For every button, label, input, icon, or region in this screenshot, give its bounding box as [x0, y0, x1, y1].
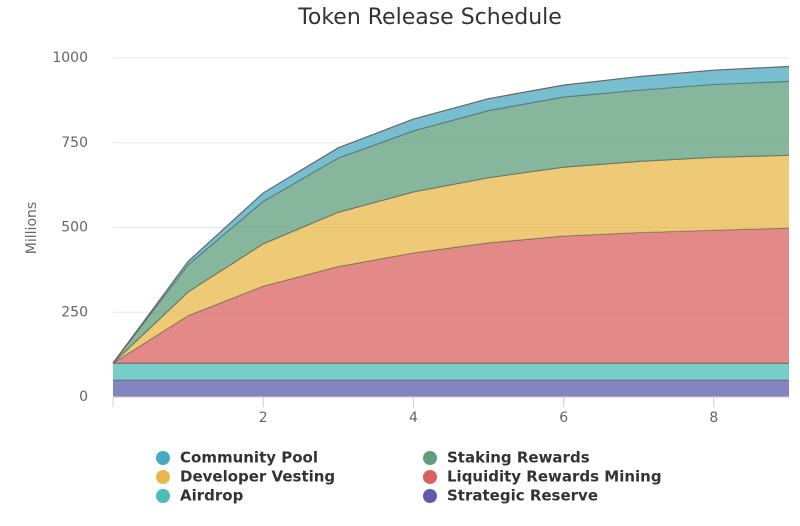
legend-label: Community Pool [180, 449, 318, 467]
legend-label: Developer Vesting [180, 468, 335, 486]
area-line [112, 65, 790, 364]
legend-marker [156, 489, 170, 503]
area [113, 81, 789, 364]
legend-label: Airdrop [180, 487, 244, 505]
legend-label: Strategic Reserve [447, 487, 598, 505]
y-tick-label: 750 [61, 135, 88, 151]
legend-label: Liquidity Rewards Mining [447, 468, 662, 486]
area [113, 380, 789, 397]
y-tick-label: 500 [61, 220, 88, 236]
legend-marker [156, 451, 170, 465]
x-tick-label: 8 [709, 410, 718, 426]
y-axis-label: Millions [24, 202, 40, 254]
y-tick-label: 250 [61, 304, 88, 320]
legend-marker [423, 451, 437, 465]
chart-title: Token Release Schedule [297, 5, 562, 30]
y-tick-label: 1000 [52, 50, 88, 66]
y-tick-label: 0 [79, 389, 88, 405]
area [113, 363, 789, 381]
x-tick-label: 2 [259, 410, 268, 426]
area [113, 155, 789, 364]
legend-marker [423, 489, 437, 503]
legend-label: Staking Rewards [447, 449, 590, 467]
legend-marker [423, 470, 437, 484]
area [113, 228, 789, 364]
x-tick-label: 4 [409, 410, 418, 426]
legend-marker [156, 470, 170, 484]
x-tick-label: 6 [559, 410, 568, 426]
